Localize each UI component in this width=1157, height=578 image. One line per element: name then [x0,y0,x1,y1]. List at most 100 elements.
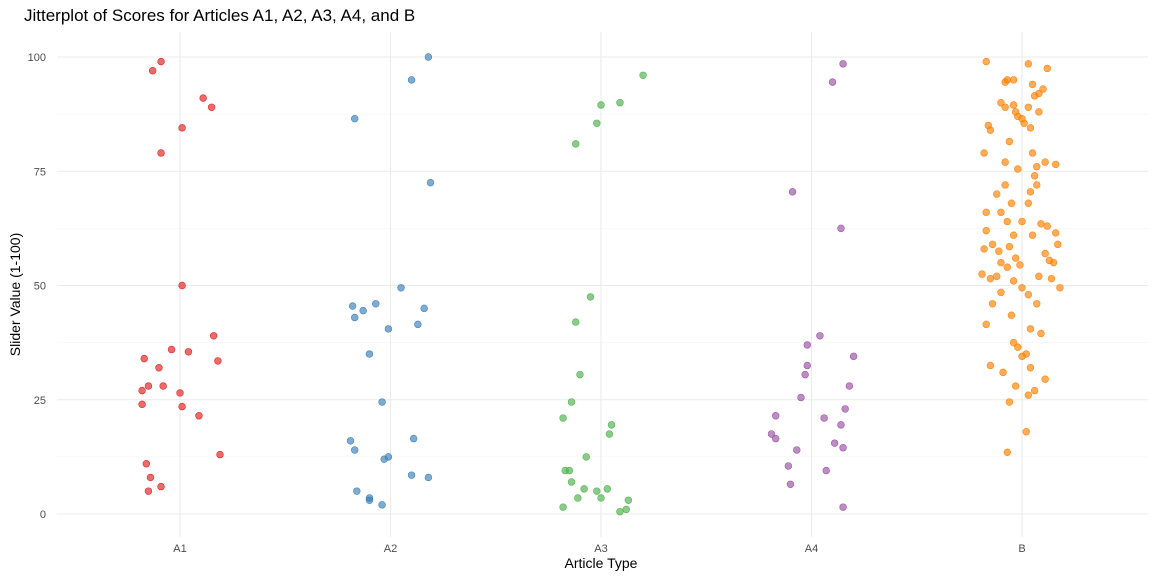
data-point-a3 [624,496,633,504]
chart-title: Jitterplot of Scores for Articles A1, A2… [24,6,416,25]
data-point-a2 [407,76,416,84]
data-point-b [1005,398,1014,406]
data-point-b [997,208,1005,217]
data-point-a3 [616,98,624,107]
data-point-a2 [365,350,374,358]
data-point-b [1005,242,1014,251]
x-tick-label: A2 [384,543,397,555]
data-point-a1 [207,103,216,111]
data-point-a1 [157,482,165,491]
data-point-b [1001,78,1009,86]
data-point-b [1033,300,1041,308]
data-point-a4 [839,60,847,68]
data-point-a3 [597,494,605,502]
data-point-a4 [784,462,793,470]
data-point-a4 [767,430,776,438]
y-tick-label: 75 [34,166,46,178]
data-point-a2 [407,471,416,479]
data-point-a1 [159,382,167,390]
data-point-b [1020,119,1028,127]
data-point-b [1024,290,1033,299]
data-point-a3 [605,430,614,438]
data-point-b [1033,181,1041,189]
data-point-b [986,274,995,283]
data-point-b [1051,160,1060,169]
data-point-a4 [793,446,801,454]
data-point-a2 [372,300,380,308]
data-point-a4 [803,341,811,349]
data-point-a1 [209,332,218,340]
data-point-a2 [378,501,386,509]
data-point-a1 [157,149,165,157]
data-point-a3 [565,466,574,475]
data-point-a4 [772,434,780,443]
data-point-b [1018,352,1026,361]
data-point-a4 [845,382,854,390]
data-point-a2 [384,453,393,461]
data-point-a4 [828,78,837,86]
data-point-a3 [586,293,595,301]
data-point-b [988,240,997,249]
data-point-b [1047,274,1056,283]
data-point-b [1018,217,1026,226]
data-point-a1 [176,389,184,397]
data-point-b [1039,85,1047,93]
data-point-b [1003,263,1011,271]
data-point-a4 [841,405,849,413]
data-point-b [997,288,1005,297]
data-point-a4 [816,332,824,340]
data-point-b [1024,60,1033,68]
data-point-a3 [559,503,567,511]
data-point-a3 [572,140,580,148]
data-point-b [982,208,990,217]
data-point-a2 [409,434,418,443]
data-point-b [1024,103,1033,111]
y-tick-label: 50 [34,281,46,293]
data-point-a3 [574,494,582,502]
data-point-b [1028,149,1037,157]
tick-labels: 0 25 50 75 100 A1 A2 A3 A4 B [28,52,1026,555]
data-point-a3 [593,119,601,127]
data-point-a1 [184,348,193,356]
data-point-b [1041,249,1049,258]
data-point-b [986,361,995,370]
data-point-b [1041,158,1049,166]
data-point-a4 [839,444,847,452]
data-point-b [1043,64,1051,73]
data-point-a3 [567,478,576,486]
data-point-b [1011,382,1020,390]
data-point-b [1037,220,1045,228]
data-point-b [1026,124,1035,132]
data-point-a1 [138,386,146,395]
data-point-a3 [567,398,576,406]
data-point-a4 [839,503,847,511]
y-tick-label: 100 [28,52,46,64]
data-point-b [986,126,995,134]
data-point-b [982,226,990,235]
data-point-a2 [420,304,428,313]
data-point-b [1041,375,1049,383]
data-point-a3 [559,414,567,422]
data-point-a4 [786,480,795,488]
data-point-b [1009,76,1018,84]
x-tick-label: A1 [173,543,186,555]
data-point-a1 [216,450,224,459]
data-point-b [1009,231,1018,239]
data-point-a2 [424,53,433,61]
data-point-a2 [424,473,433,482]
data-point-a2 [348,302,357,310]
data-point-a1 [148,67,157,75]
data-point-a3 [622,505,630,514]
x-tick-label: B [1018,543,1025,555]
x-tick-label: A3 [594,543,607,555]
data-point-b [1033,162,1041,171]
data-point-a1 [140,354,148,363]
data-point-b [1030,92,1039,100]
data-point-b [1056,284,1064,292]
data-point-a3 [582,453,590,461]
data-point-b [1016,261,1024,269]
data-point-a3 [603,485,612,493]
data-point-a4 [849,352,858,361]
data-point-a4 [837,224,845,233]
data-point-a4 [772,412,780,420]
